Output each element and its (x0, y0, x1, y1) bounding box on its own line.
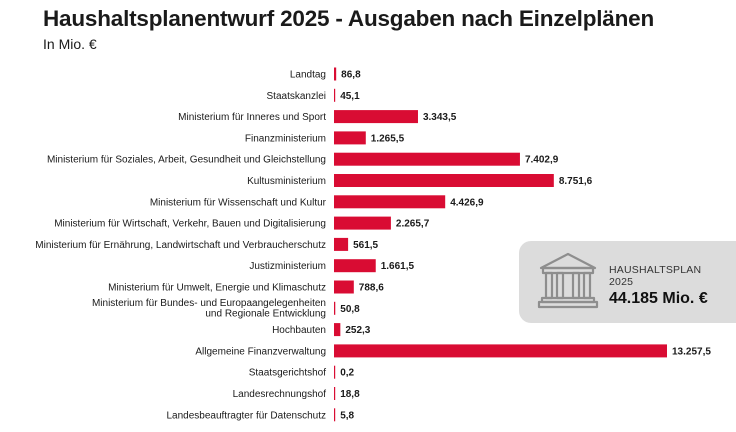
bar (334, 408, 336, 422)
value-label: 13.257,5 (672, 346, 711, 357)
value-label: 561,5 (353, 240, 378, 251)
bank-building-icon (537, 252, 599, 309)
bar (334, 88, 336, 102)
bar (334, 131, 366, 145)
bar (334, 152, 520, 166)
bar (334, 110, 418, 124)
category-label: Ministerium für Ernährung, Landwirtschaf… (35, 240, 326, 251)
category-label: Hochbauten (272, 325, 326, 336)
category-label: Landesrechnungshof (233, 389, 327, 400)
value-label: 1.265,5 (371, 133, 405, 144)
bar (334, 174, 554, 187)
bar (334, 387, 336, 400)
value-label: 2.265,7 (396, 219, 430, 230)
category-label: Staatskanzlei (267, 91, 326, 102)
value-label: 8.751,6 (559, 176, 593, 187)
value-label: 3.343,5 (423, 112, 457, 123)
value-label: 4.426,9 (450, 197, 484, 208)
category-label: Ministerium für Bundes- und Europaangele… (92, 298, 326, 320)
value-label: 7.402,9 (525, 155, 559, 166)
bar (334, 323, 341, 337)
bar (334, 301, 336, 315)
category-label: Ministerium für Umwelt, Energie und Klim… (108, 283, 326, 294)
category-label: Ministerium für Soziales, Arbeit, Gesund… (47, 155, 326, 166)
value-label: 86,8 (341, 70, 361, 81)
value-label: 1.661,5 (381, 261, 415, 272)
category-label: Kultusministerium (247, 176, 326, 187)
category-label: Ministerium für Inneres und Sport (178, 112, 326, 123)
bar (334, 216, 391, 230)
value-label: 252,3 (345, 325, 370, 336)
value-label: 45,1 (340, 91, 360, 102)
value-label: 0,2 (340, 368, 354, 379)
category-label: Landesbeauftragter für Datenschutz (166, 410, 326, 421)
bar (334, 344, 667, 358)
category-label: Allgemeine Finanzverwaltung (195, 346, 326, 357)
budget-total: 44.185 Mio. € (609, 290, 708, 307)
bar (334, 365, 336, 379)
bar (334, 280, 354, 294)
value-label: 5,8 (340, 410, 354, 421)
chart-subtitle: In Mio. € (43, 36, 97, 52)
value-label: 788,6 (359, 283, 384, 294)
category-label: Landtag (290, 70, 326, 81)
category-label: Ministerium für Wirtschaft, Verkehr, Bau… (54, 219, 326, 230)
bar (334, 195, 446, 209)
chart-title: Haushaltsplanentwurf 2025 - Ausgaben nac… (43, 6, 655, 31)
budget-summary-card: HAUSHALTSPLAN 2025 44.185 Mio. € (519, 241, 736, 323)
category-label: Staatsgerichtshof (249, 368, 326, 379)
bar (334, 237, 349, 251)
value-label: 18,8 (340, 389, 360, 400)
value-label: 50,8 (340, 304, 360, 315)
category-label: Ministerium für Wissenschaft und Kultur (150, 197, 327, 208)
budget-label: HAUSHALTSPLAN 2025 (609, 264, 702, 288)
bar (334, 67, 337, 81)
category-label: Finanzministerium (245, 133, 326, 144)
bar (334, 259, 376, 273)
category-label: Justizministerium (249, 261, 326, 272)
